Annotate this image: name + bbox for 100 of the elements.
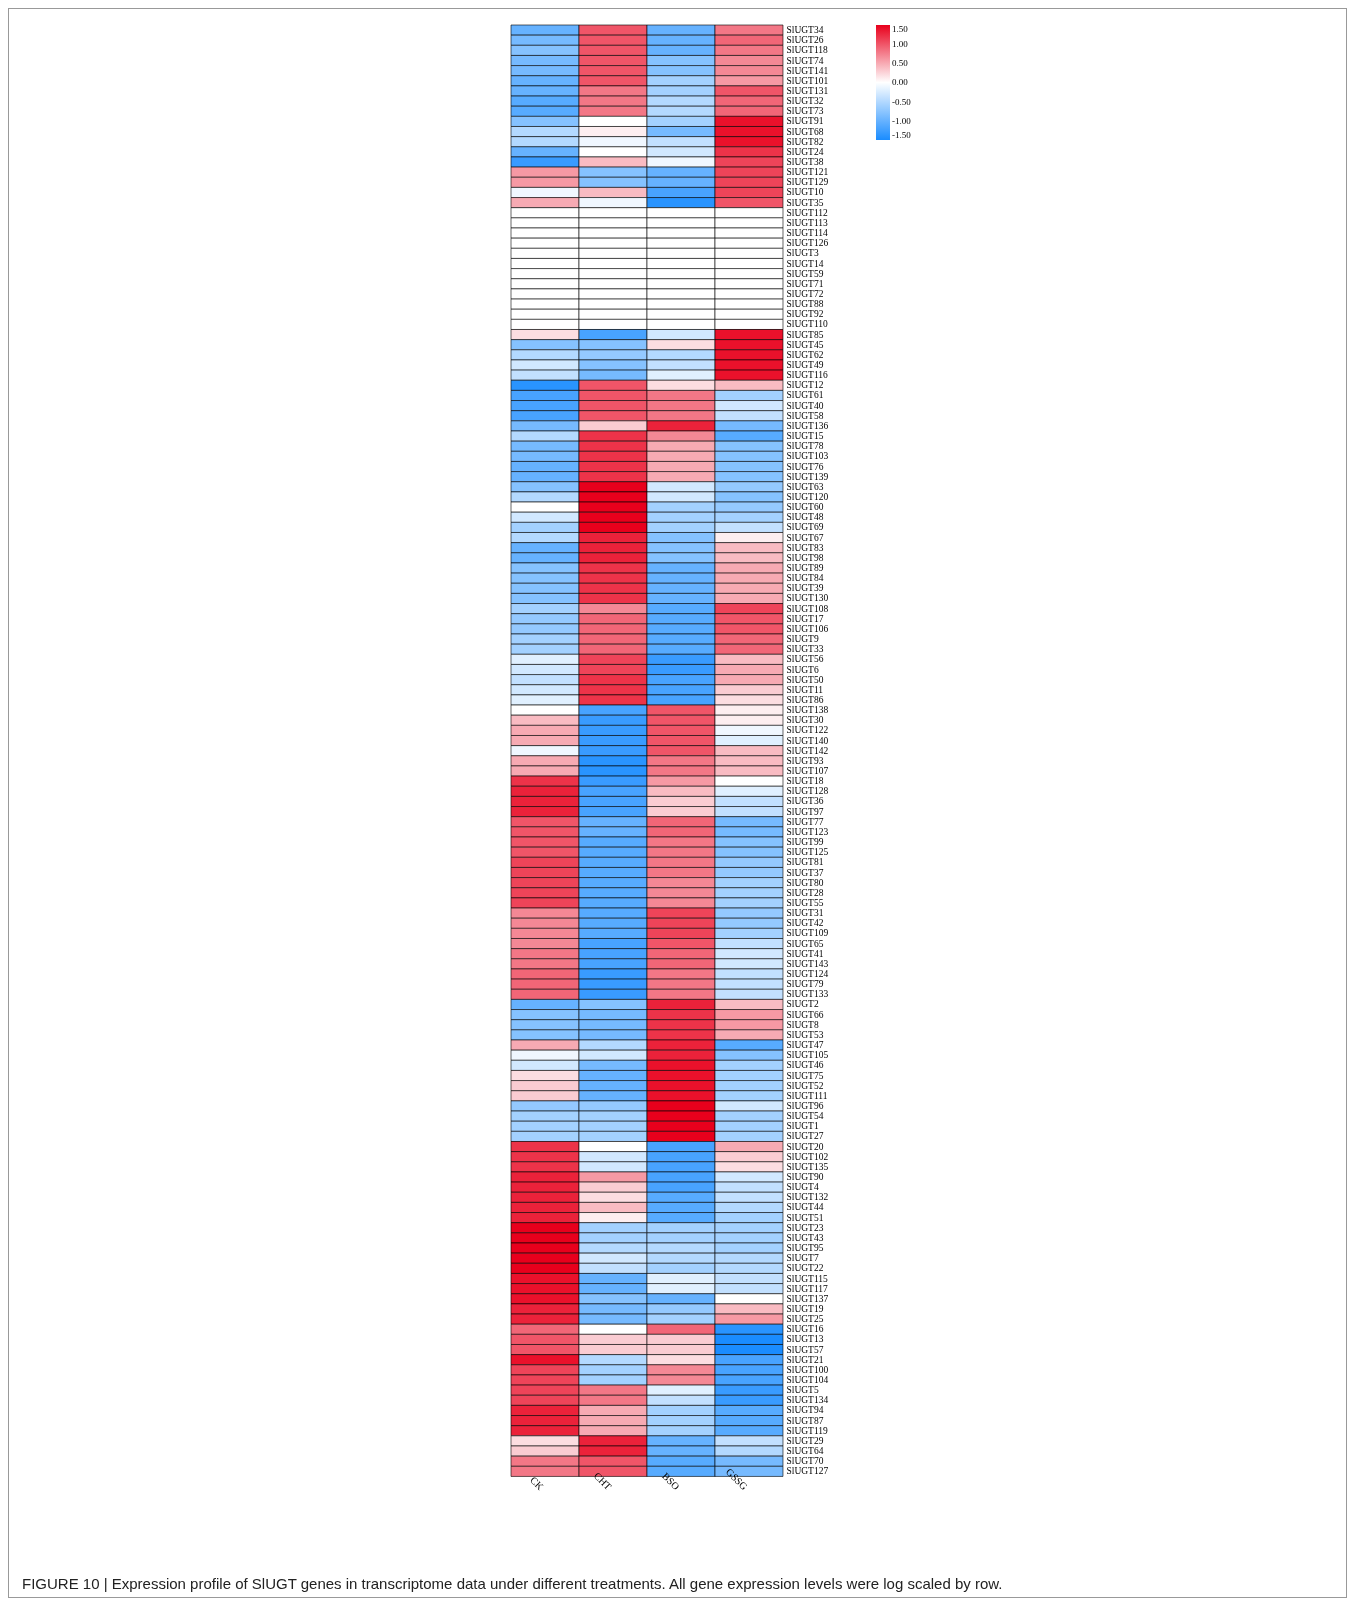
y-tick-label: SlUGT94 <box>786 1405 824 1416</box>
y-tick-label: SlUGT81 <box>786 857 824 868</box>
y-tick-label: SlUGT55 <box>786 897 824 908</box>
y-tick-label: SlUGT48 <box>786 512 824 523</box>
y-tick-label: SlUGT130 <box>786 593 829 604</box>
color-bar-label: -1.00 <box>892 115 912 126</box>
color-bar-label: 1.50 <box>892 24 909 34</box>
y-tick-label: SlUGT138 <box>786 705 829 716</box>
color-bar-label: 0.00 <box>892 77 909 88</box>
y-tick-label: SlUGT140 <box>786 735 829 746</box>
color-bar-label: -0.50 <box>892 96 912 107</box>
y-tick-label: SlUGT102 <box>786 1151 829 1162</box>
y-tick-label: SlUGT111 <box>786 1090 828 1101</box>
y-tick-label: SlUGT115 <box>786 1273 829 1284</box>
y-tick-label: SlUGT15 <box>786 431 824 442</box>
y-tick-label: SlUGT37 <box>786 867 824 878</box>
y-tick-label: SlUGT44 <box>786 1202 824 1213</box>
y-tick-label: SlUGT35 <box>786 197 824 208</box>
y-tick-label: SlUGT69 <box>786 522 824 533</box>
y-tick-label: SlUGT74 <box>786 55 824 66</box>
y-tick-label: SlUGT57 <box>786 1344 824 1355</box>
y-tick-label: SlUGT28 <box>786 887 824 898</box>
y-tick-label: SlUGT79 <box>786 979 824 990</box>
y-tick-label: SlUGT65 <box>786 938 824 949</box>
y-tick-label: SlUGT2 <box>786 999 819 1010</box>
y-tick-label: SlUGT108 <box>786 603 829 614</box>
y-tick-label: SlUGT125 <box>786 847 829 858</box>
y-tick-label: SlUGT84 <box>786 573 824 584</box>
y-tick-label: SlUGT40 <box>786 400 824 411</box>
y-tick-label: SlUGT39 <box>786 583 824 594</box>
y-tick-label: SlUGT99 <box>786 837 824 848</box>
y-tick-label: SlUGT131 <box>786 85 829 96</box>
y-tick-label: SlUGT27 <box>786 1131 824 1142</box>
y-tick-label: SlUGT25 <box>786 1314 824 1325</box>
y-tick-label: SlUGT103 <box>786 451 829 462</box>
y-tick-label: SlUGT56 <box>786 654 824 665</box>
y-tick-label: SlUGT9 <box>786 634 819 645</box>
y-tick-label: SlUGT123 <box>786 826 829 837</box>
y-tick-label: SlUGT97 <box>786 806 824 817</box>
y-tick-label: SlUGT134 <box>786 1395 829 1406</box>
y-tick-label: SlUGT80 <box>786 877 824 888</box>
y-tick-label: SlUGT82 <box>786 136 824 147</box>
y-tick-label: SlUGT31 <box>786 908 824 919</box>
y-tick-label: SlUGT92 <box>786 309 824 320</box>
y-tick-label: SlUGT49 <box>786 360 824 371</box>
y-tick-label: SlUGT142 <box>786 745 829 756</box>
y-tick-label: SlUGT12 <box>786 380 824 391</box>
y-tick-label: SlUGT137 <box>786 1293 829 1304</box>
y-tick-label: SlUGT41 <box>786 948 824 959</box>
y-tick-label: SlUGT66 <box>786 1009 824 1020</box>
y-tick-label: SlUGT53 <box>786 1029 824 1040</box>
y-tick-label: SlUGT120 <box>786 491 829 502</box>
y-tick-label: SlUGT16 <box>786 1324 824 1335</box>
y-tick-label: SlUGT50 <box>786 674 824 685</box>
y-tick-label: SlUGT121 <box>786 167 829 178</box>
color-bar-label: -1.50 <box>892 130 912 140</box>
y-tick-label: SlUGT36 <box>786 796 824 807</box>
y-tick-label: SlUGT143 <box>786 958 829 969</box>
y-tick-label: SlUGT59 <box>786 268 824 279</box>
y-tick-label: SlUGT129 <box>786 177 829 188</box>
y-tick-label: SlUGT52 <box>786 1080 824 1091</box>
y-tick-label: SlUGT64 <box>786 1446 824 1457</box>
y-tick-label: SlUGT141 <box>786 65 829 76</box>
y-tick-label: SlUGT34 <box>786 25 824 36</box>
y-tick-label: SlUGT135 <box>786 1161 829 1172</box>
y-tick-label: SlUGT107 <box>786 766 829 777</box>
y-tick-label: SlUGT32 <box>786 96 824 107</box>
y-tick-label: SlUGT117 <box>786 1283 829 1294</box>
y-tick-label: SlUGT24 <box>786 146 824 157</box>
y-tick-label: SlUGT72 <box>786 288 824 299</box>
y-tick-label: SlUGT133 <box>786 989 829 1000</box>
y-tick-label: SlUGT63 <box>786 481 824 492</box>
y-tick-label: SlUGT22 <box>786 1263 824 1274</box>
y-tick-label: SlUGT51 <box>786 1212 824 1223</box>
y-tick-label: SlUGT78 <box>786 441 824 452</box>
y-tick-label: SlUGT61 <box>786 390 824 401</box>
y-tick-label: SlUGT96 <box>786 1100 824 1111</box>
y-tick-label: SlUGT20 <box>786 1141 824 1152</box>
y-tick-label: SlUGT14 <box>786 258 824 269</box>
y-tick-label: SlUGT128 <box>786 786 829 797</box>
y-tick-label: SlUGT116 <box>786 370 829 381</box>
y-tick-label: SlUGT89 <box>786 563 824 574</box>
y-tick-label: SlUGT76 <box>786 461 824 472</box>
y-tick-label: SlUGT113 <box>786 217 829 228</box>
y-tick-label: SlUGT119 <box>786 1425 829 1436</box>
y-tick-label: SlUGT46 <box>786 1060 824 1071</box>
y-tick-label: SlUGT71 <box>786 278 824 289</box>
y-tick-label: SlUGT95 <box>786 1243 824 1254</box>
y-tick-label: SlUGT10 <box>786 187 824 198</box>
y-tick-label: SlUGT54 <box>786 1111 824 1122</box>
y-tick-label: SlUGT43 <box>786 1232 824 1243</box>
y-tick-label: SlUGT124 <box>786 969 829 980</box>
y-tick-label: SlUGT100 <box>786 1364 829 1375</box>
y-tick-label: SlUGT122 <box>786 725 829 736</box>
y-tick-label: SlUGT118 <box>786 45 829 56</box>
caption: FIGURE 10 | Expression profile of SlUGT genes in transcriptome data under different treatments. All gene expression levels were log scaled by row. <box>22 1575 1003 1592</box>
y-tick-label: SlUGT47 <box>786 1040 824 1051</box>
y-tick-label: SlUGT106 <box>786 623 829 634</box>
y-tick-label: SlUGT29 <box>786 1435 824 1446</box>
color-bar-label: 0.50 <box>892 58 909 69</box>
